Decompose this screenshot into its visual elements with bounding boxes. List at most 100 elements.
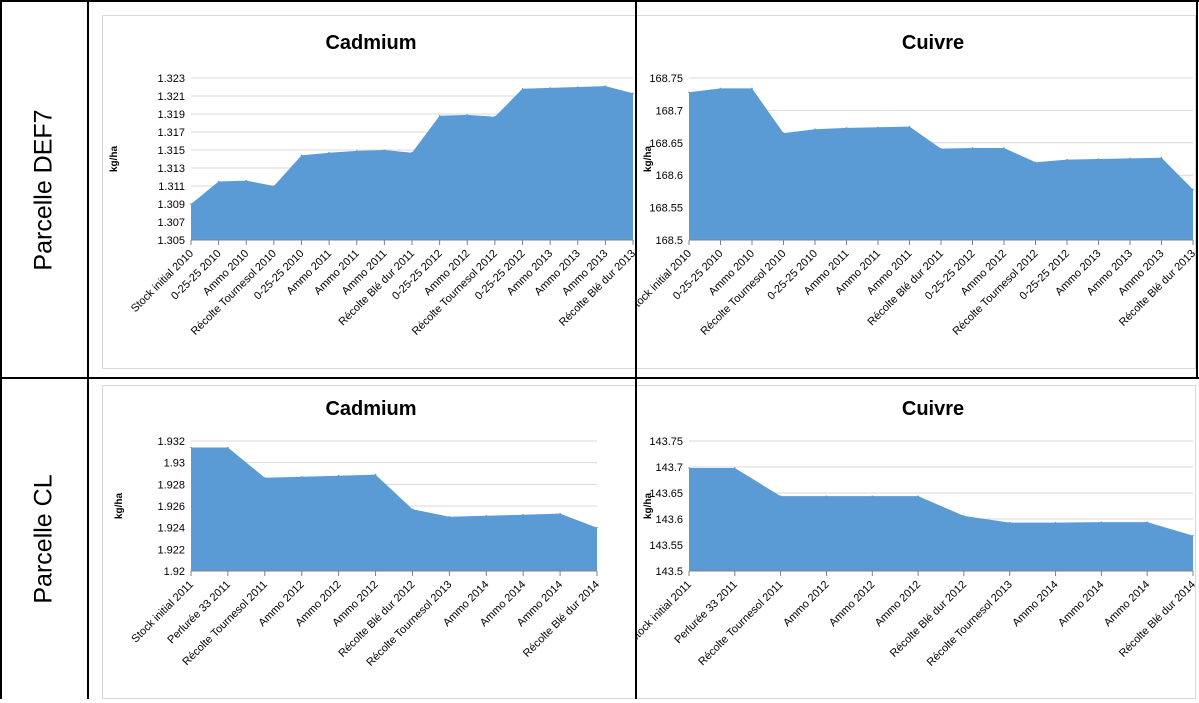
chart-svg: Cuivre143.5143.55143.6143.65143.7143.75S… <box>627 398 1198 669</box>
data-point <box>190 203 192 205</box>
data-point <box>522 513 524 516</box>
chart-title: Cuivre <box>902 398 964 420</box>
x-tick-label: Récolte Blé dur 2014 <box>1117 579 1195 660</box>
y-tick-label: 143.7 <box>655 462 683 474</box>
y-tick-label: 1.922 <box>157 544 185 556</box>
y-tick-label: 143.5 <box>655 566 683 578</box>
y-tick-label: 143.55 <box>649 540 683 552</box>
row-label-def7: Parcelle DEF7 <box>0 2 88 377</box>
y-tick-label: 168.6 <box>655 170 683 182</box>
data-point <box>1100 521 1103 523</box>
table-border-left <box>0 0 2 699</box>
y-tick-label: 1.307 <box>157 217 185 229</box>
data-point <box>751 87 753 90</box>
chart-svg: Cuivre168.5168.55168.6168.65168.7168.75S… <box>627 32 1198 338</box>
chart-cl-cadmium: Cadmium 1.92 1.922 1.924 1.926 1.928 1.93 1.932… <box>102 385 636 699</box>
data-point <box>448 516 451 518</box>
data-point <box>1054 521 1057 524</box>
data-point <box>245 179 248 182</box>
data-point <box>871 495 874 497</box>
data-point <box>559 512 561 515</box>
chart-title: Cuivre <box>902 32 964 54</box>
data-point <box>1192 188 1194 191</box>
data-point <box>688 467 690 469</box>
data-point <box>971 147 974 149</box>
x-tick-label: Récolte Blé dur 2012 <box>888 579 969 660</box>
data-point <box>814 128 816 130</box>
y-tick-label: 143.65 <box>649 488 683 500</box>
data-point <box>494 115 496 118</box>
data-point <box>1003 147 1005 149</box>
y-tick-label: 1.313 <box>157 163 185 175</box>
x-tick-label: Ammo 2014 <box>1056 579 1106 629</box>
data-point <box>845 127 848 129</box>
data-point <box>1034 161 1037 164</box>
chart-def7-cuivre: Cuivre 168.5 168.55 168.6 168.65 168.7 168.75 S… <box>627 15 1198 369</box>
data-point <box>217 180 220 183</box>
data-point <box>355 150 358 152</box>
data-point <box>576 86 579 88</box>
chart-cl-cuivre: Cuivre 143.5 143.55 143.6 143.65 143.7 143.75 S… <box>627 385 1198 699</box>
y-tick-label: 1.928 <box>157 479 185 491</box>
data-point <box>411 151 413 154</box>
table-divider-center <box>635 0 637 699</box>
chart-svg: Cadmium 1.92 1.922 1.924 1.926 1.928 1.93 1.932… <box>114 398 602 669</box>
y-tick-label: 143.75 <box>649 436 683 448</box>
chart-title: Cadmium <box>325 398 416 420</box>
data-point <box>300 475 303 478</box>
data-point <box>485 514 488 517</box>
data-point <box>1146 521 1148 523</box>
data-point <box>596 526 598 529</box>
data-point <box>1129 157 1131 160</box>
area-series <box>191 447 597 571</box>
x-tick-label: Ammo 2012 <box>781 579 831 629</box>
y-tick-label: 168.65 <box>649 138 683 150</box>
x-tick-label: Ammo 2014 <box>1102 579 1152 629</box>
row-label-cl: Parcelle CL <box>0 379 88 699</box>
x-tick-label: Ammo 2012 <box>873 579 923 629</box>
y-axis-label: kg/ha <box>109 146 120 173</box>
data-point <box>779 495 782 497</box>
data-point <box>877 126 879 129</box>
data-point <box>411 508 414 511</box>
data-point <box>466 114 469 116</box>
x-tick-label: Récolte Tournesol 2013 <box>925 579 1015 669</box>
table-divider-label <box>87 0 89 699</box>
y-tick-label: 1.319 <box>157 109 185 121</box>
row-label-text: Parcelle CL <box>29 474 58 604</box>
x-tick-label: Récolte Tournesol 2011 <box>696 579 785 668</box>
chart-title: Cadmium <box>325 32 416 54</box>
table-border-top <box>0 0 1199 2</box>
data-point <box>1160 156 1163 159</box>
y-tick-label: 1.309 <box>157 199 185 211</box>
data-point <box>337 474 340 477</box>
y-tick-label: 168.55 <box>649 203 683 215</box>
data-point <box>917 495 919 497</box>
data-point <box>438 115 441 117</box>
data-point <box>719 87 722 90</box>
data-point <box>940 147 942 150</box>
data-point <box>328 151 330 154</box>
y-tick-label: 143.6 <box>655 514 683 526</box>
data-point <box>1097 158 1100 160</box>
x-tick-label: Ammo 2012 <box>827 579 877 629</box>
y-tick-label: 168.7 <box>655 105 683 117</box>
data-point <box>549 87 551 89</box>
data-point <box>734 467 736 469</box>
data-point <box>908 125 911 128</box>
y-tick-label: 1.924 <box>157 523 185 535</box>
y-tick-label: 168.75 <box>649 73 683 85</box>
y-tick-label: 1.92 <box>164 566 185 578</box>
y-tick-label: 1.93 <box>164 458 185 470</box>
data-point <box>825 495 828 497</box>
y-tick-label: 1.323 <box>157 73 185 85</box>
y-tick-label: 1.932 <box>157 436 185 448</box>
data-point <box>1008 521 1011 524</box>
x-tick-label: Récolte Blé dur 2014 <box>521 579 602 660</box>
data-point <box>190 446 192 449</box>
area-series <box>191 86 633 240</box>
x-tick-label: Stock initial 2011 <box>129 579 196 646</box>
data-point <box>632 92 634 95</box>
data-point <box>1066 158 1068 161</box>
data-point <box>688 91 690 94</box>
